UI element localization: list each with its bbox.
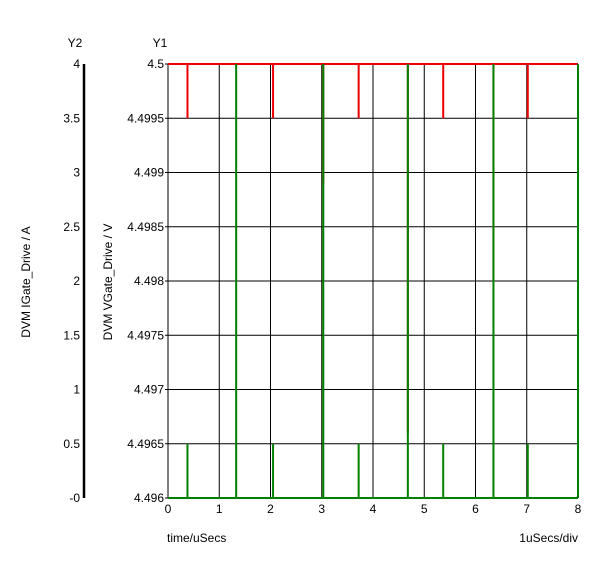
y1-tick-label: 4.4975	[127, 328, 164, 342]
axes: Y2 Y1 DVM IGate_Drive / A DVM VGate_Driv…	[19, 36, 578, 545]
x-tick-label: 0	[165, 502, 172, 516]
y1-axis-label: DVM VGate_Drive / V	[101, 224, 115, 341]
x-scale-label: 1uSecs/div	[519, 531, 578, 545]
x-axis-label: time/uSecs	[167, 531, 226, 545]
y2-header: Y2	[68, 36, 83, 50]
y1-tick-label: 4.4985	[127, 220, 164, 234]
y1-tick-label: 4.4995	[127, 111, 164, 125]
y1-tick-label: 4.4965	[127, 437, 164, 451]
y2-tick-label: 2	[73, 274, 80, 288]
y1-tick-label: 4.496	[134, 491, 164, 505]
x-tick-label: 4	[370, 502, 377, 516]
y1-tick-label: 4.497	[134, 383, 164, 397]
y2-tick-label: 4	[73, 57, 80, 71]
y2-tick-label: 1.5	[63, 328, 80, 342]
x-tick-label: 3	[318, 502, 325, 516]
series-layer	[168, 63, 579, 499]
y2-tick-label: 3	[73, 166, 80, 180]
y1-tick-label: 4.499	[134, 166, 164, 180]
x-tick-label: 1	[216, 502, 223, 516]
x-tick-label: 8	[575, 502, 582, 516]
x-tick-label: 7	[523, 502, 530, 516]
y2-axis-label: DVM IGate_Drive / A	[19, 226, 33, 337]
x-tick-label: 5	[421, 502, 428, 516]
y1-tick-label: 4.5	[147, 57, 164, 71]
y2-tick-label: 2.5	[63, 220, 80, 234]
tick-labels: 4.544.49953.54.49934.49852.54.49824.4975…	[63, 57, 581, 516]
y2-tick-label: 1	[73, 383, 80, 397]
y2-tick-label: 0.5	[63, 437, 80, 451]
y1-tick-label: 4.498	[134, 274, 164, 288]
x-tick-label: 2	[267, 502, 274, 516]
x-tick-label: 6	[472, 502, 479, 516]
y2-tick-label: 3.5	[63, 111, 80, 125]
y2-tick-label: -0	[69, 491, 80, 505]
y1-header: Y1	[153, 36, 168, 50]
